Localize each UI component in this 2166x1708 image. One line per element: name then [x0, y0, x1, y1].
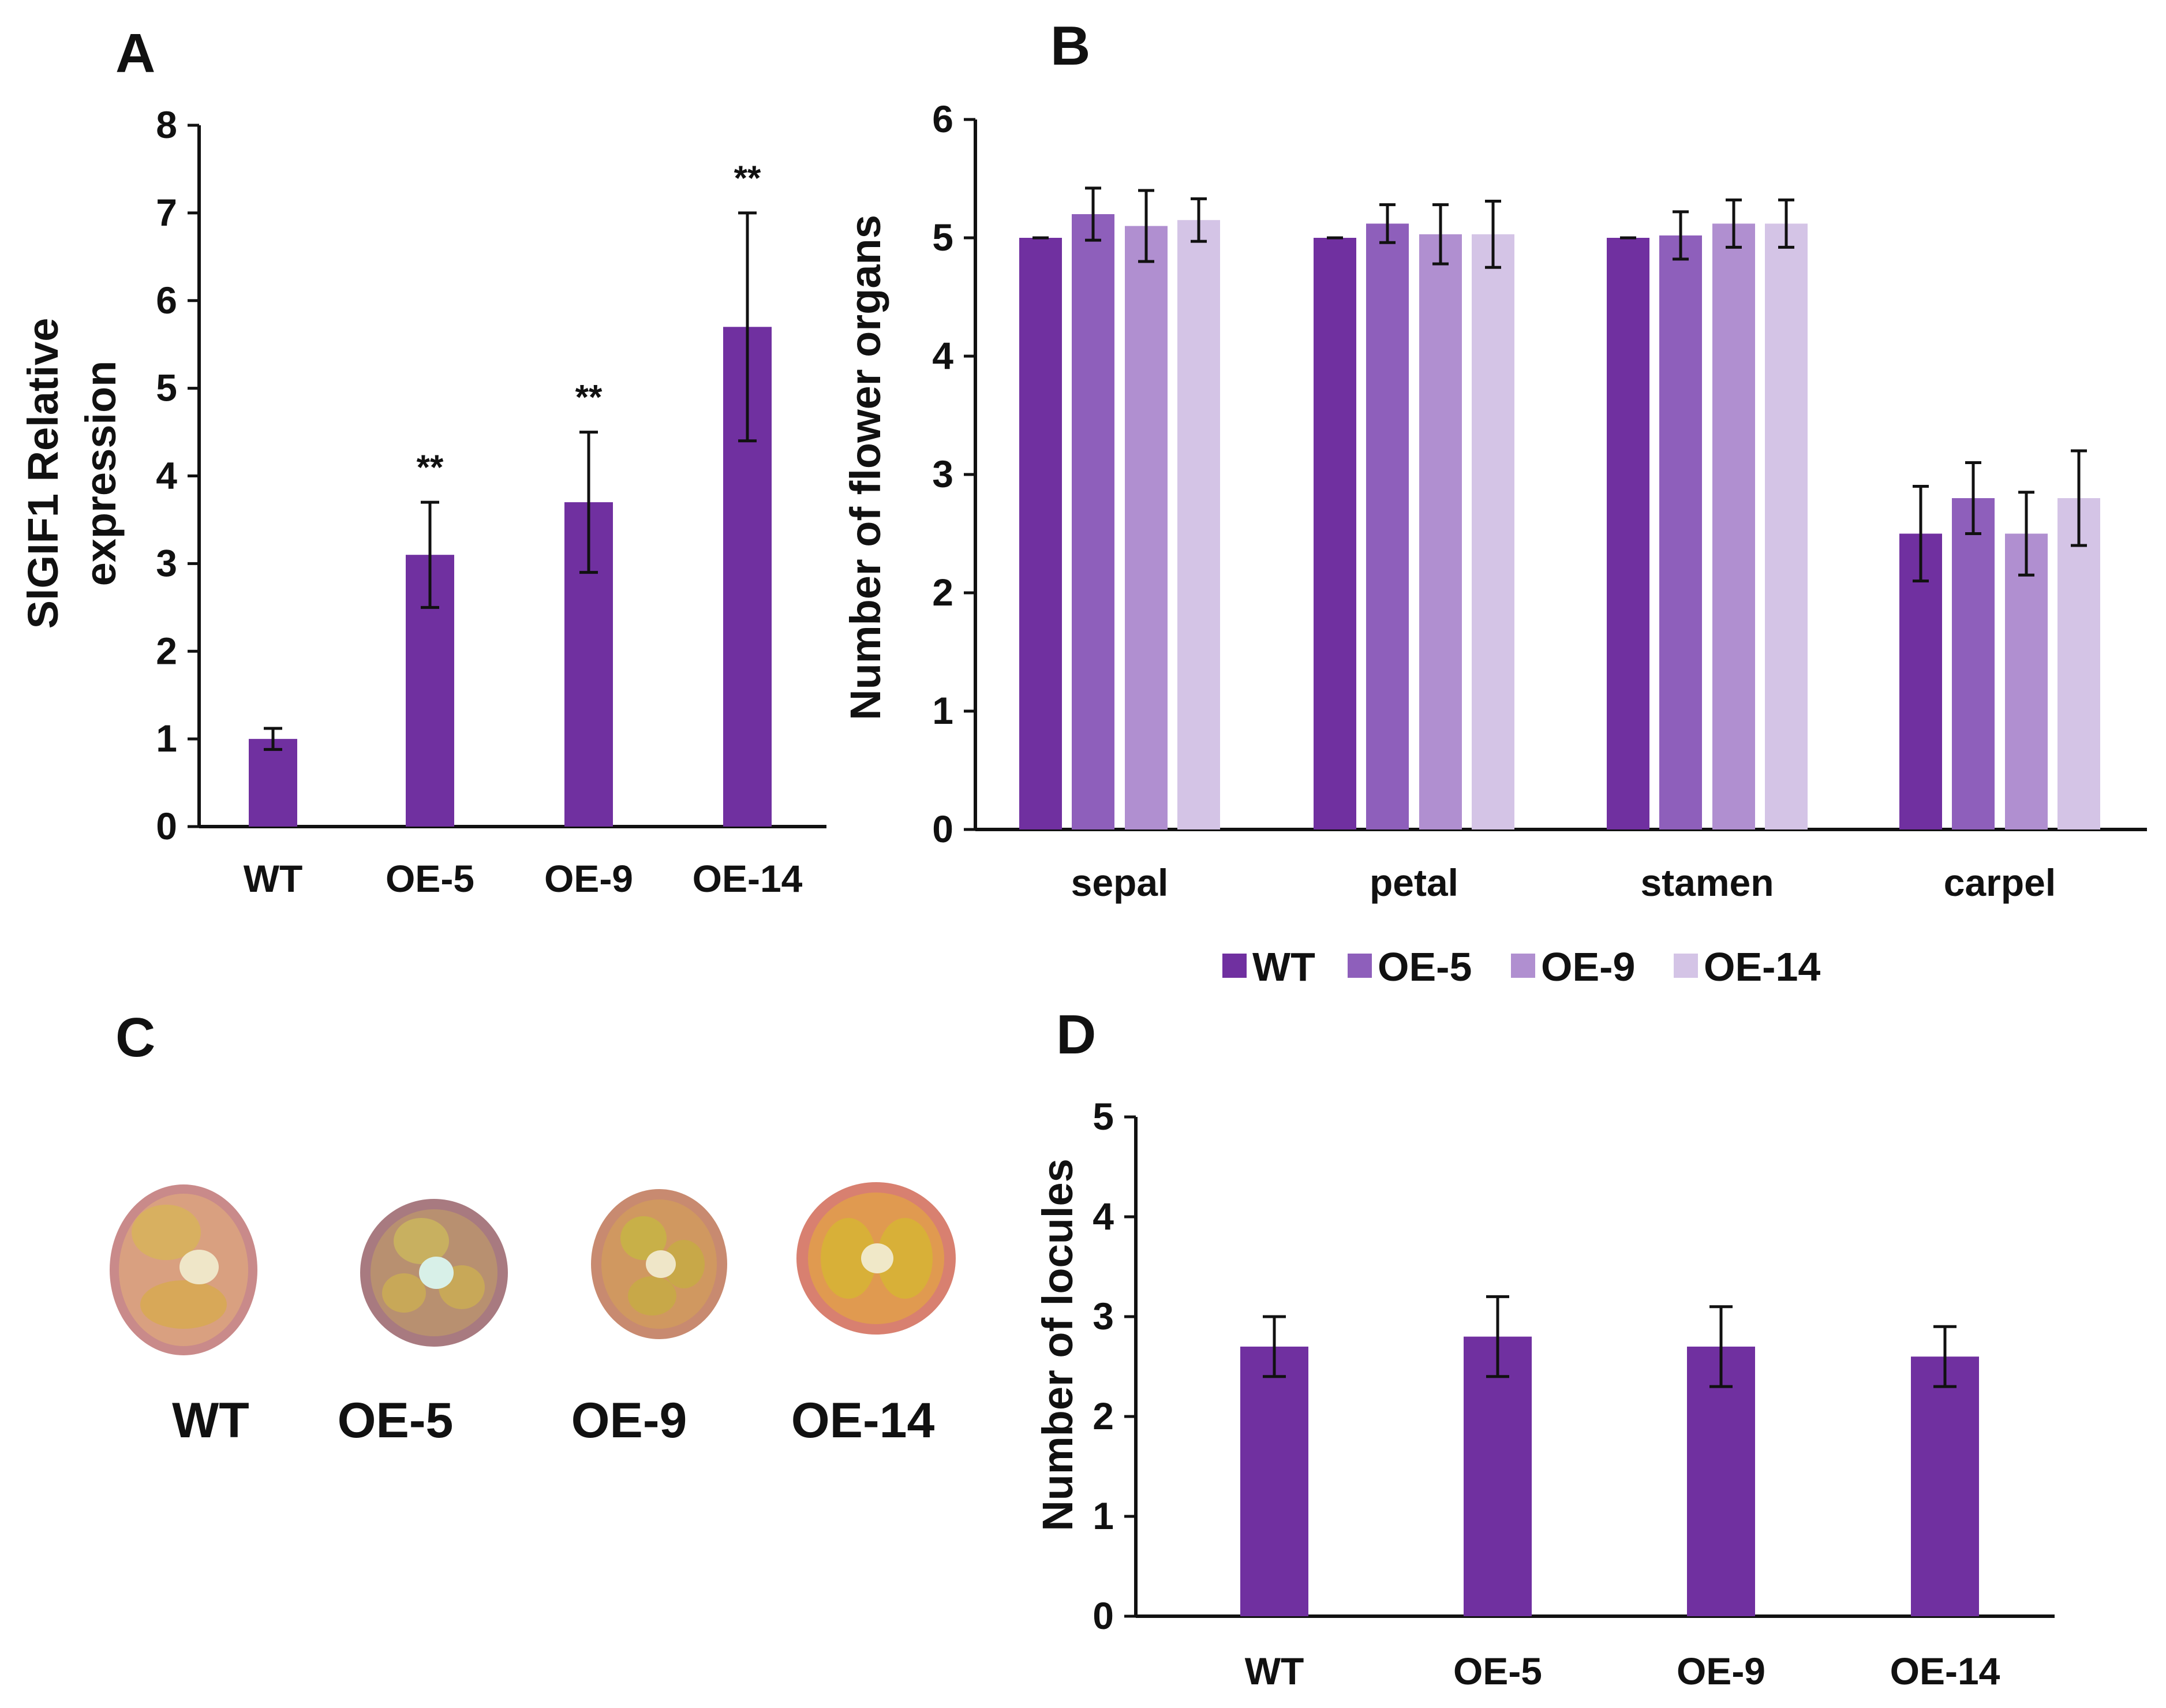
chart-a-x-tick-label: OE-14	[693, 857, 803, 900]
chart-d-bar	[1911, 1356, 1979, 1616]
chart-a-y-tick-label: 4	[156, 454, 177, 497]
tomato-cross-section-oe-14	[796, 1182, 956, 1335]
chart-d-ylabel: Number of locules	[1034, 1158, 1082, 1531]
chart-b-y-tick-label: 1	[932, 689, 953, 732]
chart-a-y-tick-label: 3	[156, 541, 177, 584]
chart-b-bar	[1607, 238, 1649, 829]
chart-b-bar	[1659, 235, 1702, 829]
chart-a-x-tick-label: OE-5	[386, 857, 474, 900]
legend-swatch-wt	[1222, 954, 1247, 978]
legend-label-wt: WT	[1252, 944, 1315, 989]
panel-letter-b: B	[1050, 15, 1090, 77]
fruit-label-oe-9: OE-9	[571, 1393, 687, 1448]
chart-b: Number of flower organs WT OE-5 OE-9 OE-…	[841, 98, 2147, 989]
chart-b-legend: WT OE-5 OE-9 OE-14	[1222, 944, 1820, 989]
tomato-cross-section-wt	[110, 1184, 257, 1355]
chart-b-y-tick-label: 4	[932, 334, 953, 377]
chart-b-bar	[1177, 220, 1220, 829]
chart-b-y-tick-label: 5	[932, 216, 953, 259]
chart-b-bar	[1899, 533, 1942, 829]
tomato-cross-section-oe-9	[591, 1189, 727, 1339]
panel-letter-a: A	[115, 23, 155, 84]
chart-a-y-tick-label: 2	[156, 629, 177, 672]
chart-d-y-tick-label: 3	[1093, 1295, 1114, 1337]
chart-d-x-tick-label: OE-14	[1890, 1650, 2000, 1692]
chart-a-y-tick-label: 6	[156, 279, 177, 322]
chart-b-bar	[1019, 238, 1062, 829]
legend-swatch-oe-14	[1674, 954, 1698, 978]
chart-b-ylabel: Number of flower organs	[841, 215, 889, 720]
fruit-label-oe-14: OE-14	[791, 1393, 935, 1448]
chart-a-y-tick-label: 1	[156, 717, 177, 760]
chart-b-y-tick-label: 6	[932, 98, 953, 140]
chart-b-y-tick-label: 2	[932, 571, 953, 614]
chart-b-x-tick-label: petal	[1370, 861, 1458, 904]
chart-a-y-tick-label: 7	[156, 191, 177, 234]
chart-a-y-tick-label: 5	[156, 367, 177, 409]
chart-d-x-tick-label: OE-5	[1453, 1650, 1542, 1692]
tomato-cross-section-oe-5	[360, 1199, 508, 1347]
chart-b-x-tick-label: sepal	[1071, 861, 1169, 904]
panel-c-fruit-images: WT OE-5 OE-9 OE-14	[110, 1182, 956, 1448]
chart-b-bar	[1419, 234, 1462, 830]
fruit-label-oe-5: OE-5	[338, 1393, 454, 1448]
chart-a-significance-label: **	[417, 448, 444, 487]
chart-a-significance-label: **	[575, 378, 603, 417]
legend-swatch-oe-5	[1348, 954, 1372, 978]
chart-b-bar	[1472, 234, 1514, 830]
chart-b-y-tick-label: 3	[932, 453, 953, 495]
chart-d-y-tick-label: 1	[1093, 1494, 1114, 1537]
fruit-label-wt: WT	[172, 1393, 249, 1448]
chart-d: Number of locules 0 1 2 3 4 5 WT OE-5 OE-9 OE-14	[1034, 1095, 2055, 1692]
chart-b-bar	[1952, 498, 1995, 829]
chart-d-x-tick-label: OE-9	[1677, 1650, 1765, 1692]
chart-b-bar	[1072, 214, 1114, 829]
chart-a: SlGIF1 Relative expression 0 1 2 3 4 5 6 7 8 WT **…	[19, 103, 826, 900]
chart-d-bar	[1464, 1336, 1532, 1616]
chart-b-bar	[1366, 223, 1409, 829]
chart-a-y-tick-label: 8	[156, 103, 177, 146]
panel-letter-c: C	[115, 1007, 155, 1068]
chart-b-bar	[1314, 238, 1356, 829]
chart-a-ylabel-line2: expression	[77, 361, 125, 586]
chart-a-significance-label: **	[734, 159, 761, 197]
chart-a-bar	[249, 739, 297, 827]
legend-swatch-oe-9	[1511, 954, 1535, 978]
chart-b-bar	[2057, 498, 2100, 829]
legend-label-oe-14: OE-14	[1704, 944, 1820, 989]
panel-letter-d: D	[1056, 1004, 1096, 1066]
chart-d-bar	[1240, 1346, 1308, 1616]
chart-a-x-tick-label: OE-9	[544, 857, 633, 900]
legend-label-oe-5: OE-5	[1378, 944, 1472, 989]
chart-a-x-tick-label: WT	[244, 857, 303, 900]
chart-d-y-tick-label: 2	[1093, 1395, 1114, 1437]
chart-a-y-tick-label: 0	[156, 805, 177, 847]
chart-b-x-tick-label: carpel	[1944, 861, 2056, 904]
chart-b-x-tick-label: stamen	[1640, 861, 1774, 904]
chart-d-y-tick-label: 5	[1093, 1095, 1114, 1138]
chart-b-bar	[1125, 226, 1168, 829]
chart-d-x-tick-label: WT	[1245, 1650, 1304, 1692]
legend-label-oe-9: OE-9	[1541, 944, 1635, 989]
chart-a-ylabel-line1: SlGIF1 Relative	[19, 318, 67, 629]
chart-b-bar	[1765, 223, 1808, 829]
chart-d-bar	[1687, 1346, 1755, 1616]
chart-d-y-tick-label: 4	[1093, 1195, 1114, 1238]
chart-b-bar	[2005, 533, 2048, 829]
chart-d-y-tick-label: 0	[1093, 1594, 1114, 1637]
chart-b-y-tick-label: 0	[932, 808, 953, 850]
chart-b-bar	[1712, 223, 1755, 829]
